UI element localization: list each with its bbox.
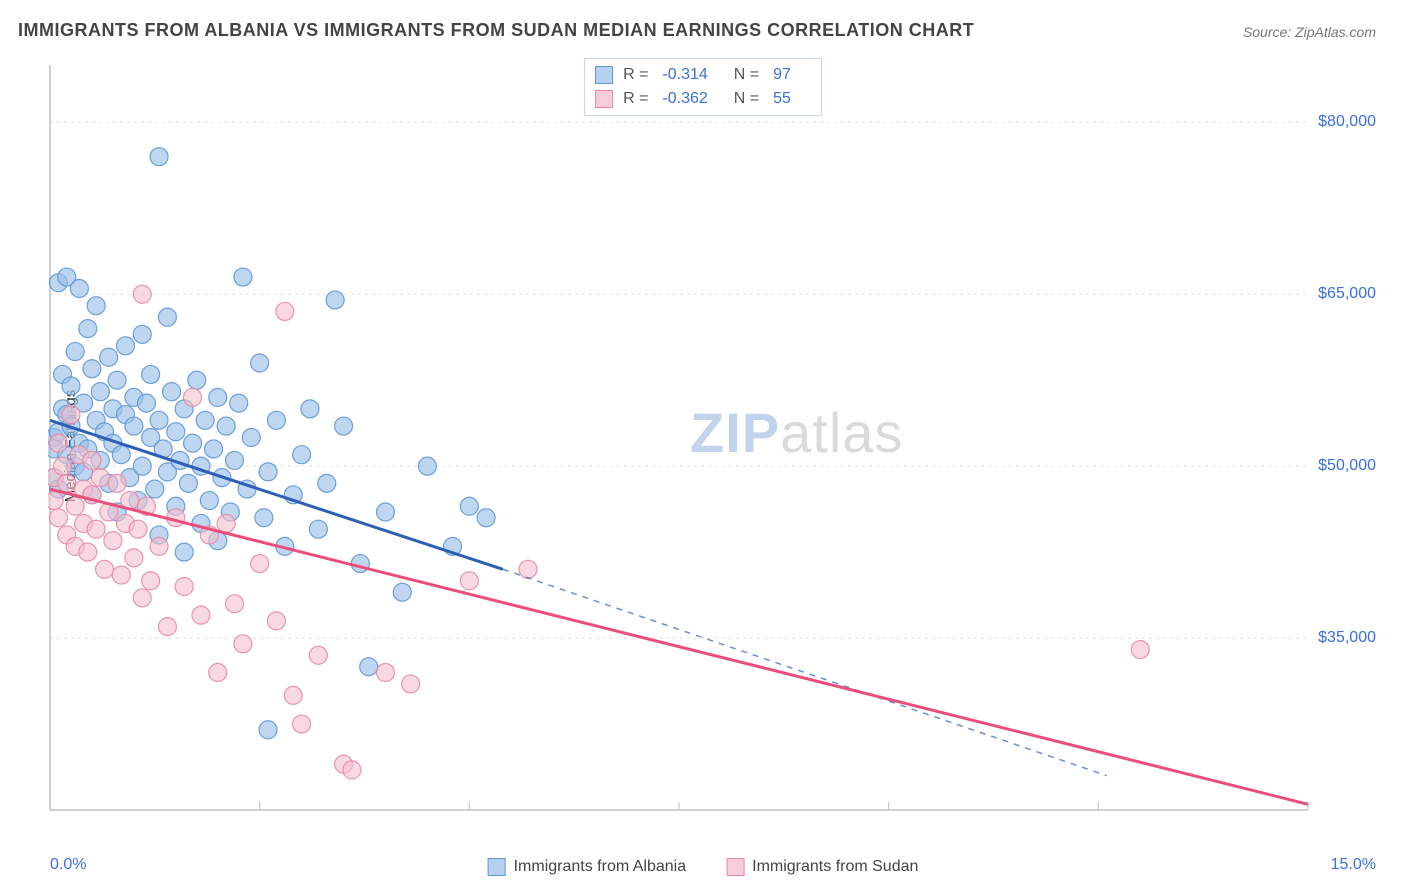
legend-swatch bbox=[488, 858, 506, 876]
n-value: 97 bbox=[773, 63, 791, 87]
chart-title: IMMIGRANTS FROM ALBANIA VS IMMIGRANTS FR… bbox=[18, 20, 974, 41]
r-label: R = bbox=[623, 87, 648, 111]
source-attribution: Source: ZipAtlas.com bbox=[1243, 24, 1376, 40]
r-value: -0.314 bbox=[662, 63, 707, 87]
legend-row: R = -0.314 N = 97 bbox=[595, 63, 807, 87]
n-label: N = bbox=[734, 63, 759, 87]
legend-item: Immigrants from Albania bbox=[488, 858, 687, 876]
y-tick-label: $35,000 bbox=[1318, 629, 1376, 647]
legend-label: Immigrants from Sudan bbox=[752, 858, 918, 876]
y-tick-label: $80,000 bbox=[1318, 113, 1376, 131]
legend-swatch bbox=[595, 66, 613, 84]
x-tick-min: 0.0% bbox=[50, 856, 86, 874]
r-label: R = bbox=[623, 63, 648, 87]
legend-row: R = -0.362 N = 55 bbox=[595, 87, 807, 111]
y-tick-label: $50,000 bbox=[1318, 457, 1376, 475]
series-legend: Immigrants from Albania Immigrants from S… bbox=[488, 858, 919, 876]
correlation-legend: R = -0.314 N = 97 R = -0.362 N = 55 bbox=[584, 58, 822, 116]
n-value: 55 bbox=[773, 87, 791, 111]
y-tick-label: $65,000 bbox=[1318, 285, 1376, 303]
legend-item: Immigrants from Sudan bbox=[726, 858, 918, 876]
r-value: -0.362 bbox=[662, 87, 707, 111]
n-label: N = bbox=[734, 87, 759, 111]
x-tick-max: 15.0% bbox=[1331, 856, 1376, 874]
legend-swatch bbox=[726, 858, 744, 876]
legend-swatch bbox=[595, 90, 613, 108]
legend-label: Immigrants from Albania bbox=[514, 858, 687, 876]
scatter-plot bbox=[48, 55, 1378, 830]
